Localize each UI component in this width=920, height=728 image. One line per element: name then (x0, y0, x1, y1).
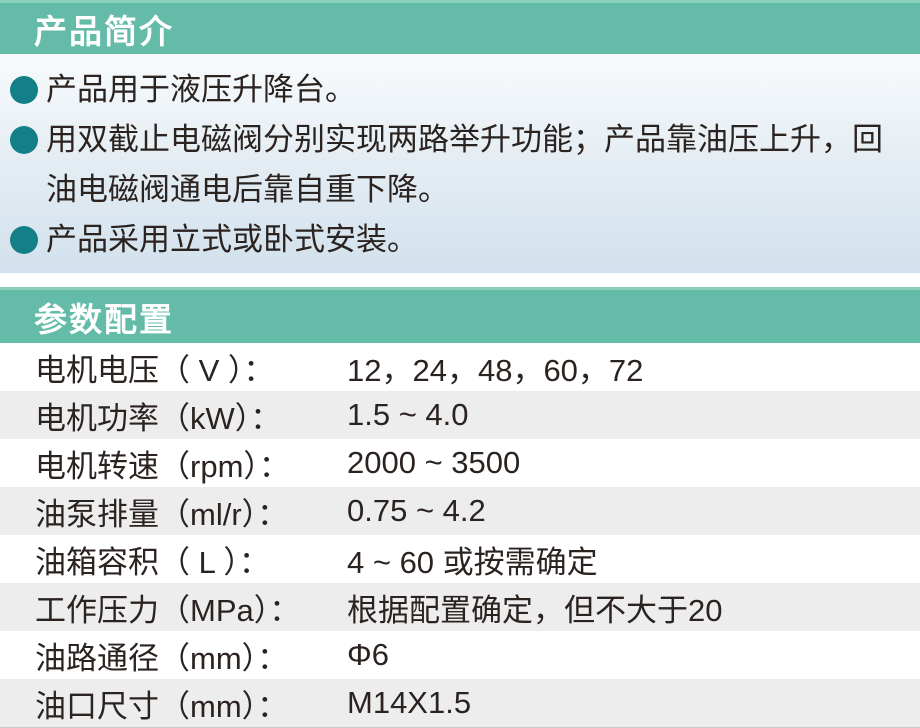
param-label: 电机转速（rpm）： (35, 448, 290, 484)
param-value: 1.5 ~ 4.0 (347, 397, 469, 432)
param-label: 油泵排量（ml/r）： (35, 496, 289, 532)
param-row: 工作压力（MPa）： 根据配置确定，但不大于20 (0, 583, 920, 631)
intro-section-header: 产品简介 (0, 0, 920, 54)
params-table: 电机电压（ V ）： 12，24，48，60，72 电机功率（kW）： 1.5 … (0, 343, 920, 727)
param-row: 油泵排量（ml/r）： 0.75 ~ 4.2 (0, 487, 920, 535)
section-divider-gap (0, 273, 920, 287)
param-value: 2000 ~ 3500 (347, 445, 521, 480)
params-section-header: 参数配置 (0, 287, 920, 343)
intro-bullet-text: 用双截止电磁阀分别实现两路举升功能；产品靠油压上升，回油电磁阀通电后靠自重下降。 (46, 122, 883, 207)
param-value: M14X1.5 (347, 685, 472, 720)
param-value: 根据配置确定，但不大于20 (347, 592, 723, 628)
intro-body: 产品用于液压升降台。 用双截止电磁阀分别实现两路举升功能；产品靠油压上升，回油电… (0, 54, 920, 273)
param-label: 油路通径（mm）： (35, 640, 289, 676)
param-row: 油箱容积（ L ）： 4 ~ 60 或按需确定 (0, 535, 920, 583)
intro-bullet-item: 用双截止电磁阀分别实现两路举升功能；产品靠油压上升，回油电磁阀通电后靠自重下降。 (10, 115, 908, 215)
param-row: 电机转速（rpm）： 2000 ~ 3500 (0, 439, 920, 487)
param-value: 4 ~ 60 或按需确定 (347, 544, 598, 580)
bullet-dot-icon (10, 226, 38, 254)
param-row: 油口尺寸（mm）： M14X1.5 (0, 679, 920, 727)
param-label: 油口尺寸（mm）： (35, 688, 289, 724)
bullet-dot-icon (10, 126, 38, 154)
param-label: 电机电压（ V ）： (35, 352, 275, 388)
param-label: 工作压力（MPa）： (35, 592, 301, 628)
param-value: 0.75 ~ 4.2 (347, 493, 486, 528)
param-label: 电机功率（kW）： (35, 400, 282, 436)
bullet-dot-icon (10, 76, 38, 104)
intro-bullet-text: 产品采用立式或卧式安装。 (46, 222, 418, 257)
intro-section-title: 产品简介 (34, 12, 174, 50)
param-row: 油路通径（mm）： Φ6 (0, 631, 920, 679)
param-value: Φ6 (347, 637, 389, 672)
intro-bullet-item: 产品采用立式或卧式安装。 (10, 215, 908, 265)
intro-bullet-text: 产品用于液压升降台。 (46, 72, 356, 107)
params-section-title: 参数配置 (34, 300, 174, 338)
intro-bullet-item: 产品用于液压升降台。 (10, 65, 908, 115)
param-label: 油箱容积（ L ）： (35, 544, 270, 580)
param-row: 电机电压（ V ）： 12，24，48，60，72 (0, 343, 920, 391)
param-value: 12，24，48，60，72 (347, 352, 644, 388)
param-row: 电机功率（kW）： 1.5 ~ 4.0 (0, 391, 920, 439)
